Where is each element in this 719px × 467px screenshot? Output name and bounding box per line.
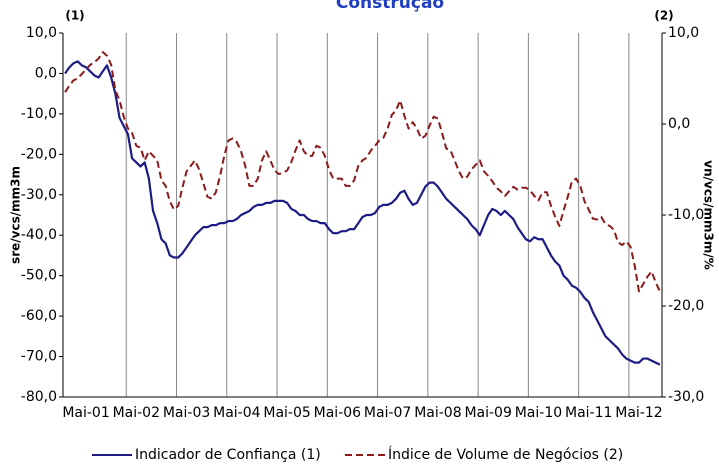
x-tick-label: Mai-03 — [163, 405, 210, 421]
y-tick-label: 10,0 — [26, 25, 57, 41]
y-tick-label: -20,0 — [21, 146, 57, 162]
x-tick-label: Mai-06 — [314, 405, 362, 421]
y-tick-label: -10,0 — [21, 106, 57, 122]
legend-label: Indicador de Confiança (1) — [135, 447, 321, 463]
x-tick-label: Mai-12 — [615, 405, 662, 421]
x-tick-label: Mai-02 — [113, 405, 160, 421]
y2-tick-label: 10,0 — [668, 25, 699, 41]
y2-axis-note: (2) — [654, 9, 673, 23]
x-tick-label: Mai-09 — [464, 405, 511, 421]
y2-tick-label: 0,0 — [668, 116, 690, 132]
y-tick-label: 0,0 — [35, 65, 57, 81]
chart-title: Construção — [336, 0, 444, 13]
y2-tick-label: -20,0 — [668, 298, 704, 314]
line-series — [64, 51, 661, 293]
y-tick-label: -70,0 — [21, 349, 57, 365]
x-tick-label: Mai-04 — [213, 405, 261, 421]
x-tick-label: Mai-08 — [414, 405, 461, 421]
y2-tick-label: -30,0 — [668, 389, 704, 405]
x-tick-label: Mai-10 — [515, 405, 562, 421]
x-tick-label: Mai-11 — [565, 405, 612, 421]
x-tick-label: Mai-05 — [263, 405, 310, 421]
y-tick-label: -60,0 — [21, 308, 57, 324]
legend-label: Índice de Volume de Negócios (2) — [388, 446, 623, 463]
y-tick-label: -80,0 — [21, 389, 57, 405]
y-tick-label: -30,0 — [21, 187, 57, 203]
x-tick-label: Mai-07 — [364, 405, 411, 421]
y-axis-note: (1) — [65, 9, 84, 23]
y2-axis-label: vn/vcs/mm3m/% — [702, 160, 716, 269]
x-tick-label: Mai-01 — [62, 405, 109, 421]
line-series — [64, 60, 661, 366]
y-tick-label: -40,0 — [21, 227, 57, 243]
y-tick-label: -50,0 — [21, 268, 57, 284]
y-axis-label: sre/vcs/mm3m — [9, 166, 23, 264]
y2-tick-label: -10,0 — [668, 207, 704, 223]
